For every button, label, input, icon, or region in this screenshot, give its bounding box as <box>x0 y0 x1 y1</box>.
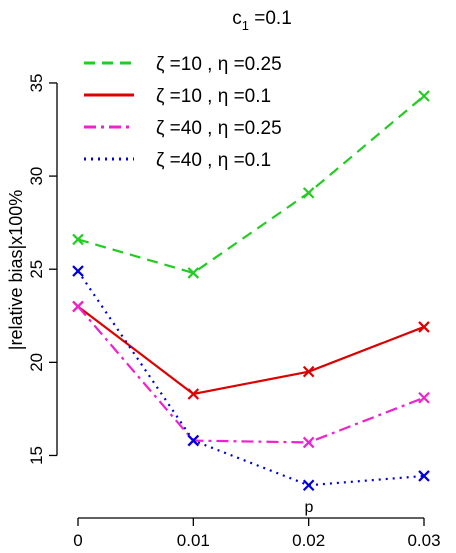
y-axis-label: |relative bias|x100% <box>6 190 26 350</box>
legend-entry: ζ =40 , η =0.25 <box>84 118 282 139</box>
legend-entry: ζ =10 , η =0.1 <box>84 86 271 107</box>
y-axis: 15 20 25 30 35 <box>27 74 58 465</box>
legend-entry: ζ =10 , η =0.25 <box>84 54 282 75</box>
series-line <box>77 305 425 444</box>
legend: ζ =10 , η =0.25 ζ =10 , η =0.1 ζ =40 , η =… <box>84 54 282 171</box>
data-point <box>418 391 430 404</box>
data-point <box>302 436 315 449</box>
data-point <box>187 388 200 400</box>
legend-label: ζ =10 , η =0.25 <box>156 54 282 75</box>
data-point <box>418 321 430 333</box>
series-3 <box>72 300 430 449</box>
data-point <box>72 265 84 277</box>
series-line <box>77 305 425 396</box>
data-point <box>302 365 315 378</box>
y-tick-label: 15 <box>27 446 46 465</box>
y-tick-label: 30 <box>27 167 46 186</box>
data-point <box>187 267 200 279</box>
x-axis: 0 0.01 0.02 0.03 <box>73 517 441 550</box>
legend-label: ζ =10 , η =0.1 <box>156 86 271 107</box>
y-tick-label: 35 <box>27 74 46 93</box>
y-tick-label: 20 <box>27 353 46 372</box>
data-point <box>418 90 430 102</box>
x-tick-label: 0.02 <box>292 531 325 550</box>
data-point <box>302 479 315 492</box>
chart-title-rest: =0.1 <box>249 8 292 29</box>
series-line <box>77 95 425 275</box>
series-4 <box>72 265 430 492</box>
series-1 <box>72 90 430 279</box>
legend-label: ζ =40 , η =0.1 <box>156 150 271 171</box>
chart-title: c1 =0.1 <box>232 8 292 33</box>
x-axis-label: p <box>305 499 314 516</box>
data-point <box>72 300 84 313</box>
data-point <box>72 233 84 246</box>
legend-label: ζ =40 , η =0.25 <box>156 118 282 139</box>
legend-entry: ζ =40 , η =0.1 <box>84 150 271 171</box>
series-2 <box>72 300 430 400</box>
x-tick-label: 0 <box>73 531 82 550</box>
x-tick-label: 0.01 <box>177 531 210 550</box>
plot-series <box>72 90 430 492</box>
data-point <box>187 434 200 447</box>
y-tick-label: 25 <box>27 260 46 279</box>
series-line <box>77 270 425 487</box>
chart-title-subscript: 1 <box>242 18 249 33</box>
data-point <box>418 470 430 482</box>
x-tick-label: 0.03 <box>407 531 440 550</box>
chart-title-main: c <box>232 8 242 29</box>
data-point <box>302 187 315 199</box>
